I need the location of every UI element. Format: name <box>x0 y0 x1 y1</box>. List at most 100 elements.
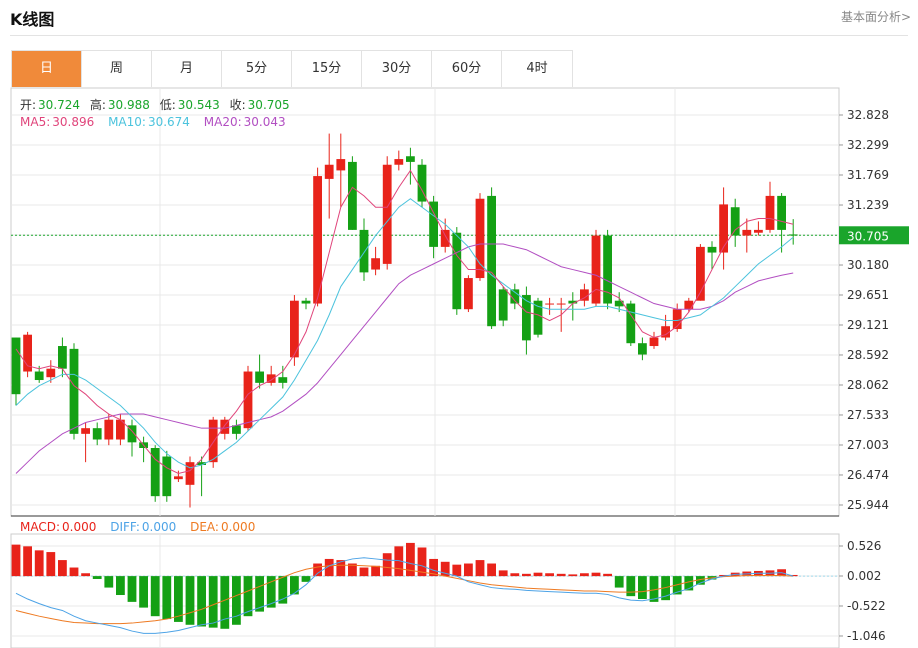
tab-60min[interactable]: 60分 <box>432 51 502 87</box>
period-tabs: 日 周 月 5分 15分 30分 60分 4时 <box>11 50 573 87</box>
macd-bar <box>336 560 346 577</box>
candle-body <box>69 348 79 434</box>
macd-bar <box>626 576 636 597</box>
macd-label: MACD: <box>20 520 61 534</box>
macd-bar <box>580 573 589 577</box>
macd-bar <box>92 576 102 579</box>
macd-bar <box>684 576 694 591</box>
macd-bar <box>371 565 380 577</box>
header-divider <box>10 35 908 36</box>
candle-body <box>394 159 404 165</box>
candle-body <box>522 295 531 341</box>
macd-bar <box>208 576 218 628</box>
tab-month[interactable]: 月 <box>152 51 222 87</box>
macd-bar <box>278 576 288 604</box>
tab-5min[interactable]: 5分 <box>222 51 292 87</box>
macd-bar <box>162 576 172 620</box>
macd-bar <box>464 563 473 577</box>
open-label: 开: <box>20 98 37 112</box>
macd-tick-label: 0.002 <box>847 569 881 583</box>
candle-body <box>684 300 694 310</box>
candle-body <box>603 235 612 304</box>
candle-body <box>498 289 508 321</box>
main-panel-frame <box>10 87 840 517</box>
tab-day[interactable]: 日 <box>12 51 82 87</box>
macd-bar <box>591 572 601 577</box>
macd-bar <box>522 573 531 577</box>
candle-body <box>475 198 485 279</box>
candle-body <box>313 176 322 304</box>
candle-body <box>92 428 102 440</box>
candle-body <box>266 374 276 383</box>
macd-bar <box>649 576 659 602</box>
basic-analysis-link[interactable]: 基本面分析> <box>840 10 911 24</box>
tab-week[interactable]: 周 <box>82 51 152 87</box>
candle-body <box>626 303 636 344</box>
ohlc-legend: 开: 30.724 高: 30.988 低: 30.543 收: 30.705 <box>20 96 292 113</box>
macd-bar <box>498 570 508 577</box>
page-title: K线图 <box>10 10 55 29</box>
y-tick-label: 29.651 <box>847 288 889 302</box>
macd-bar <box>475 560 485 577</box>
y-tick-label: 32.828 <box>847 108 889 122</box>
macd-bar <box>185 576 195 625</box>
macd-bar <box>510 573 520 577</box>
ma10-line <box>15 198 794 469</box>
candle-body <box>185 462 195 485</box>
macd-bar <box>139 576 148 608</box>
candle-body <box>464 278 473 310</box>
candle-body <box>580 289 589 301</box>
macd-bar <box>440 561 450 577</box>
tab-30min[interactable]: 30分 <box>362 51 432 87</box>
candle-body <box>278 377 288 383</box>
macd-bar <box>23 546 32 577</box>
y-tick-label: 26.474 <box>847 468 889 482</box>
dea-line <box>15 564 794 625</box>
candle-body <box>649 337 659 347</box>
candle-body <box>174 476 183 480</box>
y-tick-label: 32.299 <box>847 138 889 152</box>
macd-bar <box>556 573 566 577</box>
low-value: 30.543 <box>177 98 220 112</box>
ma20-label: MA20: <box>203 115 242 129</box>
ma-legend: MA5: 30.896 MA10: 30.674 MA20: 30.043 <box>20 115 288 129</box>
macd-bar <box>174 576 183 622</box>
candle-body <box>788 234 798 236</box>
macd-tick-label: 0.526 <box>847 539 881 553</box>
macd-bar <box>603 573 612 577</box>
candle-body <box>754 229 763 233</box>
candle-body <box>58 346 67 369</box>
ma5-value: 30.896 <box>52 115 95 129</box>
ma5-line <box>15 169 794 475</box>
ma10-value: 30.674 <box>147 115 190 129</box>
diff-value: 0.000 <box>141 520 177 534</box>
candle-body <box>34 371 44 381</box>
y-tick-label: 28.592 <box>847 348 889 362</box>
candle-body <box>255 371 264 383</box>
candle-body <box>359 229 369 273</box>
macd-bar <box>243 576 253 617</box>
low-label: 低: <box>159 98 176 112</box>
macd-bar <box>406 542 415 577</box>
y-tick-label: 28.062 <box>847 378 889 392</box>
candle-body <box>487 195 496 327</box>
macd-bar <box>533 572 543 577</box>
macd-bar <box>46 552 56 577</box>
macd-bar <box>568 574 578 577</box>
candle-body <box>591 235 601 304</box>
macd-bar <box>348 563 357 577</box>
y-tick-label: 30.180 <box>847 258 889 272</box>
macd-bar <box>638 576 647 600</box>
macd-bar <box>417 547 427 577</box>
tab-4hour[interactable]: 4时 <box>526 61 548 76</box>
candle-body <box>301 300 311 304</box>
candle-body <box>208 419 218 463</box>
macd-bar <box>359 567 369 577</box>
candle-body <box>661 326 670 338</box>
candle-body <box>46 368 56 378</box>
candle-body <box>127 425 137 443</box>
candle-body <box>197 462 206 466</box>
macd-bar <box>382 553 392 577</box>
tab-15min[interactable]: 15分 <box>292 51 362 87</box>
